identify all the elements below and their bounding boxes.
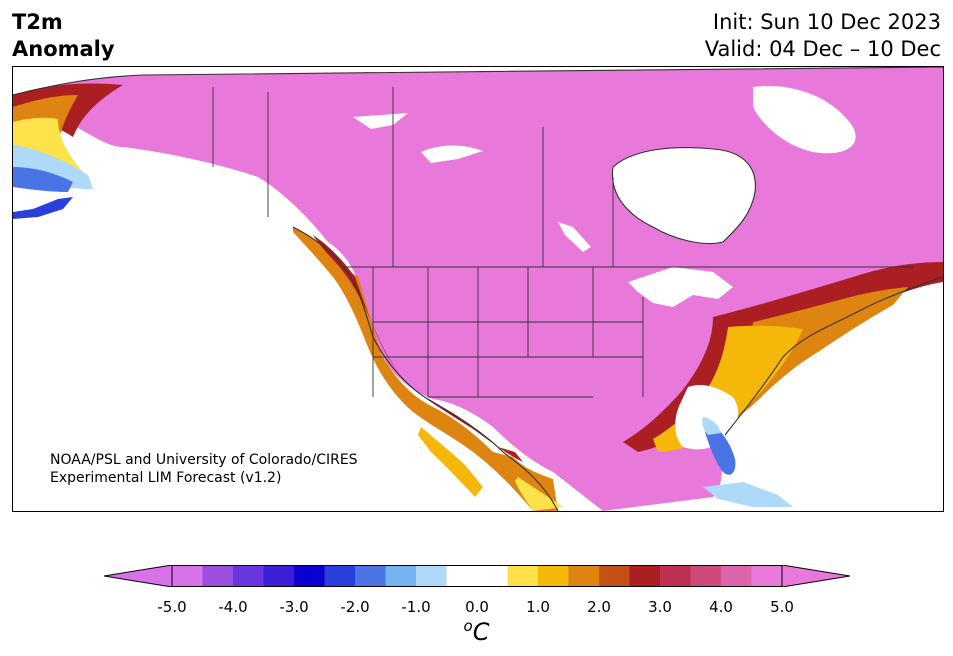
baja-yellow: [418, 427, 483, 497]
colorbar-unit: oC: [0, 617, 953, 646]
colorbar-bin: [233, 565, 264, 587]
title-field: Anomaly: [12, 37, 115, 61]
colorbar-bin: [568, 565, 600, 587]
valid-range: Valid: 04 Dec – 10 Dec: [704, 37, 941, 61]
great-lakes: [628, 267, 733, 307]
colorbar-tick-label: 5.0: [770, 598, 794, 616]
colorbar-bins: [104, 565, 850, 587]
lake-great-slave: [421, 145, 483, 163]
colorbar-bin: [385, 565, 417, 587]
west-coast-orange: [293, 227, 558, 511]
lake-great-bear: [353, 113, 408, 129]
unit-base: C: [472, 618, 490, 646]
unit-superscript: o: [463, 617, 473, 635]
colorbar-tick-label: 4.0: [709, 598, 733, 616]
florida-blue: [705, 425, 736, 475]
colorbar-bin: [294, 565, 325, 587]
credit-line-2: Experimental LIM Forecast (v1.2): [50, 470, 282, 486]
colorbar-tick-label: 1.0: [526, 598, 550, 616]
colorbar-extend-low: [104, 565, 173, 587]
colorbar-frame: [171, 565, 783, 587]
cuba-cool: [703, 482, 793, 507]
colorbar-tick-label: 2.0: [587, 598, 611, 616]
aleutian-cool: [13, 197, 73, 219]
colorbar: [104, 565, 850, 587]
arctic-water: [753, 86, 856, 154]
colorbar-bin: [172, 565, 203, 587]
colorbar-bin: [538, 565, 569, 587]
colorbar-tick-label: 0.0: [465, 598, 489, 616]
west-coast-red: [313, 235, 523, 462]
credit-line-1: NOAA/PSL and University of Colorado/CIRE…: [50, 452, 358, 468]
colorbar-bin: [690, 565, 722, 587]
colorbar-bin: [263, 565, 295, 587]
colorbar-bin: [324, 565, 356, 587]
colorbar-bin: [416, 565, 447, 587]
colorbar-extend-high: [781, 565, 850, 587]
colorbar-bin: [202, 565, 234, 587]
florida-light-blue: [702, 417, 721, 435]
colorbar-ticks: -5.0 -4.0 -3.0 -2.0 -1.0 0.0 1.0 2.0 3.0 4.0 5.0: [104, 598, 850, 618]
alaska-blue-band: [13, 167, 73, 192]
colorbar-tick-label: -3.0: [279, 598, 309, 616]
colorbar-bin: [660, 565, 691, 587]
anomaly-map: NOAA/PSL and University of Colorado/CIRE…: [12, 66, 944, 512]
init-date: Init: Sun 10 Dec 2023: [712, 10, 941, 34]
title-variable: T2m: [12, 10, 63, 34]
coastlines: [13, 67, 943, 511]
colorbar-tick-label: -2.0: [340, 598, 370, 616]
southeast-neutral: [675, 385, 739, 450]
map-title: T2m Anomaly: [12, 9, 115, 63]
colorbar-bin: [477, 565, 508, 587]
colorbar-bin: [446, 565, 478, 587]
mexico-yellow: [515, 477, 563, 511]
lake-winnipeg: [558, 222, 591, 252]
political-borders: [212, 87, 913, 398]
colorbar-bin: [721, 565, 752, 587]
alaska-yellow-band: [13, 117, 88, 177]
colorbar-bin: [507, 565, 539, 587]
map-canvas: [13, 67, 943, 511]
forecast-dates: Init: Sun 10 Dec 2023 Valid: 04 Dec – 10…: [705, 9, 941, 63]
colorbar-tick-label: -5.0: [157, 598, 187, 616]
hudson-bay: [612, 147, 756, 244]
colorbar-bin: [355, 565, 386, 587]
colorbar-tick-label: -4.0: [218, 598, 248, 616]
colorbar-bin: [629, 565, 661, 587]
colorbar-tick-label: -1.0: [401, 598, 431, 616]
colorbar-bin: [751, 565, 783, 587]
colorbar-tick-label: 3.0: [648, 598, 672, 616]
colorbar-bin: [599, 565, 630, 587]
credit-text: NOAA/PSL and University of Colorado/CIRE…: [50, 451, 358, 487]
